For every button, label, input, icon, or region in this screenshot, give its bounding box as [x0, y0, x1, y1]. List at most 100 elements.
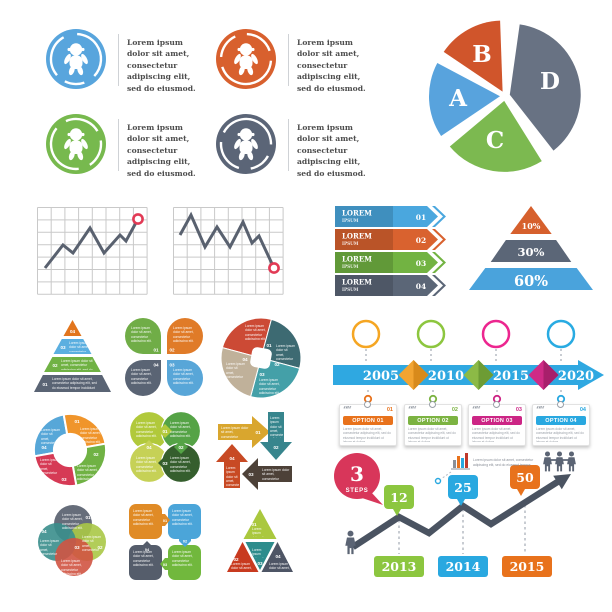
- year-tag-2: 2014: [438, 556, 488, 577]
- timeline-ring-2: [416, 319, 446, 349]
- timeline-ring-3: [481, 319, 511, 349]
- cycle-arrows-widget: 01 02 03 04 Lorem ipsum dolor sit amet, …: [216, 408, 294, 492]
- step-number: 04: [229, 456, 235, 461]
- banner-subtitle: IPSUM: [342, 218, 359, 223]
- banner-subtitle: IPSUM: [342, 264, 359, 269]
- donut-segments-widget: 01 02 03 04 Lorem ipsum dolor sit amet, …: [33, 410, 109, 490]
- tiny-text: Lorem ipsum dolor sit amet, consectetur …: [41, 428, 61, 444]
- pie-slice-d: [509, 24, 581, 151]
- growth-arrow-line: [351, 478, 561, 550]
- tiny-text: Lorem ipsum dolor sit amet, consectetur …: [133, 550, 154, 566]
- timeline-ring-4: [546, 319, 576, 349]
- tiny-text: Lorem ipsum dolor sit amet, consectetur …: [226, 362, 246, 378]
- feature-item-1: [45, 28, 107, 90]
- quote-icon: ““: [536, 406, 545, 416]
- growth-arrow-head: [553, 474, 571, 490]
- divider: [288, 119, 289, 171]
- tiny-text: Lorem ipsum dolor sit amet, consectetur …: [173, 326, 194, 342]
- bar-chart-icon: [451, 453, 470, 470]
- step-number: 01: [153, 348, 159, 353]
- tiny-text: Lorem ipsum dolor sit amet, consectetur …: [131, 368, 152, 384]
- year-tag-3: 2015: [502, 556, 552, 577]
- tiny-text: Lorem ipsum dolor sit amet, consectetur …: [252, 527, 264, 537]
- step-number: 01: [74, 419, 80, 424]
- tiny-text: Lorem ipsum dolor sit amet, consectetur …: [131, 326, 152, 342]
- option-label: OPTION 04: [536, 416, 586, 425]
- tiny-text: Lorem ipsum dolor sit amet, consectetur …: [269, 562, 290, 571]
- tiny-text: Lorem ipsum dolor sit amet, consectetur …: [270, 416, 283, 438]
- grid: [173, 207, 284, 295]
- line-chart-uptrend: [36, 206, 149, 296]
- option-label: OPTION 03: [472, 416, 522, 425]
- step-number: 02: [274, 362, 280, 367]
- tiny-text: Lorem ipsum dolor sit amet, consectetur …: [173, 368, 194, 384]
- tiny-text: Lorem ipsum dolor sit amet, consectetur …: [276, 344, 296, 360]
- trend-line-up: [43, 218, 140, 269]
- feature-item-2: [215, 28, 277, 90]
- step-number: 03: [163, 563, 167, 567]
- annotation-text: Lorem ipsum dolor sit amet, consectetur …: [473, 458, 534, 467]
- arrow-down: [260, 412, 292, 460]
- feature-text: Lorem ipsum dolor sit amet, consectetur …: [127, 38, 196, 93]
- triangle-quarters-widget: 01 02 03 04 Lorem ipsum dolor sit amet, …: [226, 506, 294, 576]
- step-number: 02: [93, 452, 99, 457]
- step-number: 03: [248, 472, 254, 477]
- quote-icon: ““: [472, 406, 481, 416]
- option-card-1: ““ 01 OPTION 01 Lorem ipsum dolor sit am…: [339, 401, 397, 446]
- step-number: 02: [273, 445, 279, 450]
- option-number: 03: [515, 407, 522, 413]
- value-bubble-2: 25: [448, 475, 478, 506]
- baby-icon: [46, 29, 106, 89]
- tiny-text: Lorem ipsum dolor sit amet, consectetur …: [172, 550, 193, 566]
- timeline: 2005 2010 2015 2020: [333, 318, 609, 404]
- banner-04: LOREM IPSUM 04: [335, 275, 459, 296]
- step-number: 01: [85, 515, 91, 520]
- tiny-text: Lorem ipsum dolor sit amet, consectetur …: [170, 421, 191, 437]
- pie-label-b: B: [472, 41, 491, 68]
- svg-text:2015: 2015: [510, 559, 545, 574]
- pie-slice-a: [428, 63, 500, 136]
- end-marker: [132, 213, 144, 225]
- step-number: 02: [233, 557, 239, 562]
- mini-pyramid-widget: 04 03 02 01 Lorem ipsum dolor sit amet, …: [30, 318, 115, 394]
- svg-text:2013: 2013: [382, 559, 417, 574]
- step-number: 02: [183, 540, 187, 544]
- step-number: 03: [60, 345, 66, 350]
- option-card-2: ““ 02 OPTION 02 Lorem ipsum dolor sit am…: [404, 401, 462, 446]
- feature-text: Lorem ipsum dolor sit amet, consectetur …: [297, 38, 366, 93]
- timeline-year-1: 2005: [363, 369, 399, 384]
- option-text: Lorem ipsum dolor sit amet, consectetur …: [536, 427, 584, 442]
- steps-badge: [334, 453, 380, 499]
- pyramid-top: [510, 206, 552, 234]
- pie-label-d: D: [540, 68, 560, 95]
- connector-ring-icon: [557, 401, 564, 408]
- step-number: 04: [153, 363, 159, 368]
- pie-label-c: C: [486, 127, 504, 154]
- end-marker: [268, 262, 280, 274]
- value-bubble-1: 12: [384, 485, 414, 516]
- connector-ring-icon: [429, 401, 436, 408]
- option-card-3: ““ 03 OPTION 03 Lorem ipsum dolor sit am…: [468, 401, 526, 446]
- banner-title: LOREM: [342, 209, 372, 218]
- step-number: 01: [255, 430, 261, 435]
- svg-text:50: 50: [516, 470, 534, 485]
- divider: [288, 34, 289, 86]
- tiny-text: Lorem ipsum dolor sit amet, consectetur …: [61, 359, 93, 370]
- option-number: 02: [451, 407, 458, 413]
- pyramid-pct-1: 10%: [522, 221, 541, 231]
- step-number: 02: [97, 545, 103, 550]
- step-number: 04: [70, 329, 76, 334]
- steps-badge-value: 3: [350, 462, 364, 486]
- banner-arrow: [335, 206, 438, 227]
- arrow-left: [242, 458, 292, 490]
- timeline-year-2: 2010: [428, 369, 464, 384]
- option-card-4: ““ 04 OPTION 04 Lorem ipsum dolor sit am…: [532, 401, 590, 446]
- steps-badge-label: STEPS: [346, 488, 369, 494]
- tiny-text: Lorem ipsum dolor sit amet, consectetur …: [226, 466, 239, 486]
- banner-subtitle: IPSUM: [342, 287, 359, 292]
- tiny-text: Lorem ipsum dolor sit amet, consectetur …: [262, 468, 290, 480]
- pyramid-bottom: [469, 268, 593, 290]
- connector-ring-icon: [364, 401, 371, 408]
- divider: [118, 119, 119, 171]
